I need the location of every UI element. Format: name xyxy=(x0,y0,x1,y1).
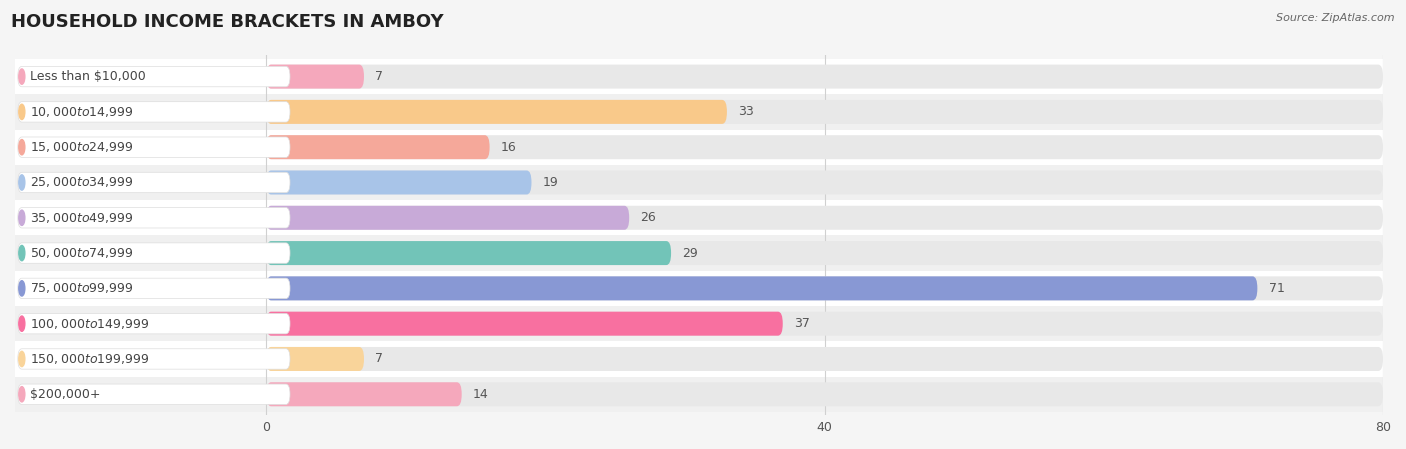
FancyBboxPatch shape xyxy=(18,313,290,334)
Text: 37: 37 xyxy=(794,317,810,330)
FancyBboxPatch shape xyxy=(266,312,1384,336)
FancyBboxPatch shape xyxy=(18,207,290,228)
FancyBboxPatch shape xyxy=(266,100,727,124)
Bar xyxy=(15,129,1384,165)
Circle shape xyxy=(18,281,25,296)
FancyBboxPatch shape xyxy=(266,171,1384,194)
FancyBboxPatch shape xyxy=(266,206,1384,230)
Circle shape xyxy=(18,104,25,119)
FancyBboxPatch shape xyxy=(266,277,1257,300)
Text: 16: 16 xyxy=(501,141,516,154)
Text: 71: 71 xyxy=(1268,282,1285,295)
Bar xyxy=(15,377,1384,412)
Circle shape xyxy=(18,175,25,190)
FancyBboxPatch shape xyxy=(18,278,290,299)
FancyBboxPatch shape xyxy=(266,382,1384,406)
Text: $100,000 to $149,999: $100,000 to $149,999 xyxy=(30,317,149,330)
Text: 33: 33 xyxy=(738,106,754,119)
FancyBboxPatch shape xyxy=(18,172,290,193)
Text: $35,000 to $49,999: $35,000 to $49,999 xyxy=(30,211,134,225)
Circle shape xyxy=(18,316,25,331)
FancyBboxPatch shape xyxy=(266,135,489,159)
FancyBboxPatch shape xyxy=(266,65,364,88)
FancyBboxPatch shape xyxy=(266,100,1384,124)
Text: 29: 29 xyxy=(682,247,697,260)
FancyBboxPatch shape xyxy=(266,312,783,336)
Text: 14: 14 xyxy=(472,388,489,401)
Bar xyxy=(15,59,1384,94)
Text: Less than $10,000: Less than $10,000 xyxy=(30,70,146,83)
Circle shape xyxy=(18,246,25,261)
Circle shape xyxy=(18,351,25,367)
FancyBboxPatch shape xyxy=(266,135,1384,159)
Text: Source: ZipAtlas.com: Source: ZipAtlas.com xyxy=(1277,13,1395,23)
Text: $200,000+: $200,000+ xyxy=(30,388,101,401)
Bar xyxy=(15,271,1384,306)
FancyBboxPatch shape xyxy=(266,65,1384,88)
Text: 7: 7 xyxy=(375,70,384,83)
Bar xyxy=(15,306,1384,341)
Text: $75,000 to $99,999: $75,000 to $99,999 xyxy=(30,282,134,295)
Circle shape xyxy=(18,210,25,225)
Circle shape xyxy=(18,69,25,84)
Text: 7: 7 xyxy=(375,352,384,365)
FancyBboxPatch shape xyxy=(18,101,290,122)
Text: HOUSEHOLD INCOME BRACKETS IN AMBOY: HOUSEHOLD INCOME BRACKETS IN AMBOY xyxy=(11,13,444,31)
Bar xyxy=(15,94,1384,129)
Text: $15,000 to $24,999: $15,000 to $24,999 xyxy=(30,140,134,154)
FancyBboxPatch shape xyxy=(266,382,461,406)
Text: $150,000 to $199,999: $150,000 to $199,999 xyxy=(30,352,149,366)
FancyBboxPatch shape xyxy=(18,384,290,405)
FancyBboxPatch shape xyxy=(266,347,364,371)
FancyBboxPatch shape xyxy=(266,241,671,265)
FancyBboxPatch shape xyxy=(266,206,630,230)
FancyBboxPatch shape xyxy=(266,277,1384,300)
Circle shape xyxy=(18,387,25,402)
FancyBboxPatch shape xyxy=(18,137,290,158)
Text: $50,000 to $74,999: $50,000 to $74,999 xyxy=(30,246,134,260)
FancyBboxPatch shape xyxy=(18,66,290,87)
FancyBboxPatch shape xyxy=(18,349,290,369)
Bar xyxy=(15,165,1384,200)
Bar xyxy=(15,341,1384,377)
Circle shape xyxy=(18,140,25,155)
Text: $10,000 to $14,999: $10,000 to $14,999 xyxy=(30,105,134,119)
Text: 19: 19 xyxy=(543,176,558,189)
FancyBboxPatch shape xyxy=(266,347,1384,371)
FancyBboxPatch shape xyxy=(18,243,290,263)
Text: $25,000 to $34,999: $25,000 to $34,999 xyxy=(30,176,134,189)
Bar xyxy=(15,235,1384,271)
Bar xyxy=(15,200,1384,235)
Text: 26: 26 xyxy=(640,211,657,224)
FancyBboxPatch shape xyxy=(266,241,1384,265)
FancyBboxPatch shape xyxy=(266,171,531,194)
